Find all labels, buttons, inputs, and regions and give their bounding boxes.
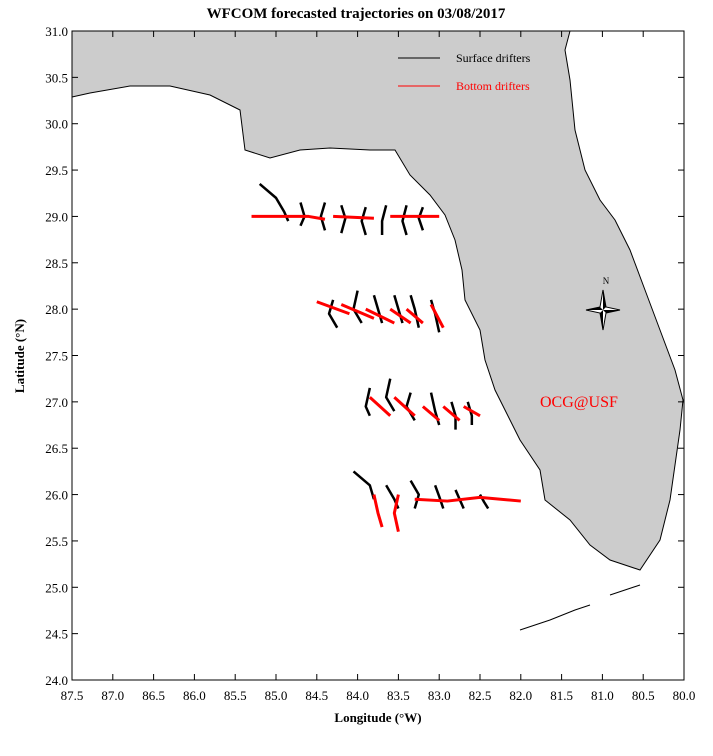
trajectory bbox=[429, 303, 445, 329]
y-tick-label: 24.5 bbox=[45, 627, 68, 642]
legend: Surface drifters Bottom drifters bbox=[398, 51, 531, 93]
y-tick-label: 25.5 bbox=[45, 534, 68, 549]
y-tick-label: 24.0 bbox=[45, 673, 68, 688]
trajectory bbox=[393, 396, 416, 417]
trajectory bbox=[316, 300, 350, 316]
trajectory bbox=[251, 214, 326, 221]
x-tick-label: 81.0 bbox=[591, 688, 614, 703]
trajectory bbox=[433, 484, 445, 509]
legend-label: Bottom drifters bbox=[456, 79, 530, 93]
x-tick-label: 87.0 bbox=[101, 688, 124, 703]
x-tick-label: 86.0 bbox=[183, 688, 206, 703]
x-tick-label: 86.5 bbox=[142, 688, 165, 703]
trajectory bbox=[417, 206, 425, 231]
y-tick-label: 29.0 bbox=[45, 209, 68, 224]
x-tick-label: 87.5 bbox=[61, 688, 84, 703]
trajectory bbox=[414, 495, 521, 503]
x-tick-label: 83.0 bbox=[428, 688, 451, 703]
land bbox=[71, 30, 684, 571]
trajectory bbox=[372, 494, 384, 528]
y-tick-label: 30.5 bbox=[45, 70, 68, 85]
trajectory bbox=[462, 405, 481, 418]
x-tick-label: 81.5 bbox=[550, 688, 573, 703]
trajectory bbox=[442, 405, 461, 422]
trajectory bbox=[327, 299, 339, 329]
y-tick-label: 29.5 bbox=[45, 163, 68, 178]
y-tick-label: 25.0 bbox=[45, 580, 68, 595]
y-tick-label: 26.5 bbox=[45, 441, 68, 456]
x-tick-label: 80.5 bbox=[632, 688, 655, 703]
x-tick-label: 82.0 bbox=[509, 688, 532, 703]
trajectory bbox=[405, 308, 424, 325]
trajectory bbox=[409, 294, 421, 328]
trajectory bbox=[340, 303, 375, 320]
trajectory bbox=[380, 204, 388, 235]
trajectory bbox=[360, 206, 367, 236]
trajectory bbox=[401, 204, 408, 236]
trajectory bbox=[333, 214, 374, 220]
y-tick-label: 27.5 bbox=[45, 349, 68, 364]
trajectory bbox=[389, 307, 412, 325]
y-tick-label: 26.0 bbox=[45, 488, 68, 503]
y-tick-label: 28.5 bbox=[45, 256, 68, 271]
trajectory bbox=[365, 307, 395, 325]
x-tick-label: 84.5 bbox=[305, 688, 328, 703]
x-tick-label: 80.0 bbox=[673, 688, 696, 703]
trajectory bbox=[352, 470, 376, 500]
trajectory bbox=[364, 387, 372, 417]
x-tick-label: 85.5 bbox=[224, 688, 247, 703]
trajectory bbox=[372, 294, 384, 324]
trajectory bbox=[409, 480, 421, 509]
y-tick-label: 27.0 bbox=[45, 395, 68, 410]
trajectory bbox=[393, 294, 404, 324]
legend-label: Surface drifters bbox=[456, 51, 531, 65]
y-tick-label: 31.0 bbox=[45, 24, 68, 39]
y-tick-label: 30.0 bbox=[45, 117, 68, 132]
y-tick-label: 28.0 bbox=[45, 302, 68, 317]
annotation: OCG@USF bbox=[540, 394, 618, 411]
keys bbox=[519, 584, 641, 631]
trajectory bbox=[319, 202, 327, 231]
x-axis-label: Longitude (°W) bbox=[334, 710, 421, 725]
x-tick-label: 85.0 bbox=[265, 688, 288, 703]
x-tick-label: 83.5 bbox=[387, 688, 410, 703]
title: WFCOM forecasted trajectories on 03/08/2… bbox=[207, 6, 506, 22]
trajectory bbox=[392, 494, 400, 532]
trajectory bbox=[466, 401, 474, 426]
trajectory bbox=[368, 396, 392, 417]
compass-label: N bbox=[603, 276, 610, 286]
trajectory bbox=[384, 378, 396, 412]
y-axis-label: Latitude (°N) bbox=[12, 319, 27, 393]
x-tick-label: 82.5 bbox=[469, 688, 492, 703]
x-tick-label: 84.0 bbox=[346, 688, 369, 703]
trajectory bbox=[421, 405, 441, 422]
compass: N bbox=[585, 276, 621, 331]
